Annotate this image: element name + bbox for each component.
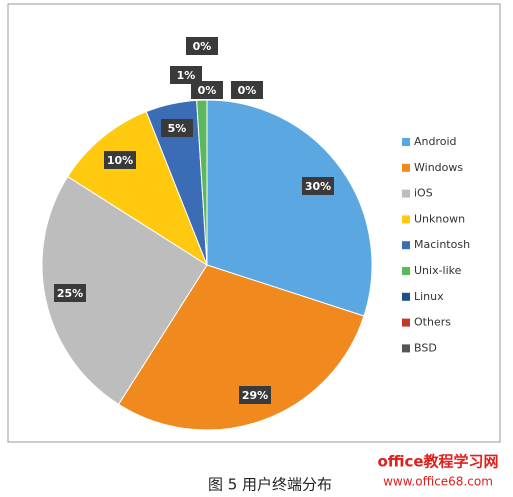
legend-swatch (402, 138, 410, 146)
label-box (54, 284, 86, 302)
data-label: 30% (305, 180, 331, 193)
legend-label: BSD (414, 341, 437, 354)
legend-label: Others (414, 316, 451, 329)
label-box (231, 81, 263, 99)
data-label: 0% (238, 84, 257, 97)
label-box (170, 66, 202, 84)
legend-label: Unix-like (414, 264, 462, 277)
legend-label: Windows (414, 161, 463, 174)
legend-label: Android (414, 135, 457, 148)
legend-swatch (402, 163, 410, 172)
legend-swatch (402, 292, 410, 301)
watermark-url: www.office68.com (383, 475, 493, 489)
label-box (186, 37, 218, 55)
legend-swatch (402, 344, 410, 353)
label-box (191, 81, 223, 99)
legend-label: Linux (414, 290, 444, 303)
label-box (104, 151, 136, 169)
legend-swatch (402, 318, 410, 327)
pie-slice (66, 110, 209, 267)
data-label: 5% (168, 122, 187, 135)
legend-label: iOS (414, 187, 433, 200)
data-label: 1% (177, 69, 196, 82)
chart-frame (7, 3, 501, 443)
data-label: 10% (107, 154, 133, 167)
pie-slice (117, 264, 365, 431)
legend-swatch (402, 241, 410, 250)
watermark-title: office教程学习网 (377, 453, 498, 471)
label-box (302, 177, 334, 195)
label-box (161, 119, 193, 137)
legend-swatch (402, 267, 410, 275)
data-label: 25% (57, 287, 83, 300)
caption: 图 5 用户终端分布 (208, 476, 332, 494)
label-box (239, 386, 271, 404)
pie-slice (206, 99, 373, 317)
legend-swatch (402, 189, 410, 198)
legend-label: Macintosh (414, 238, 470, 251)
data-label: 0% (198, 84, 217, 97)
data-label: 0% (193, 40, 212, 53)
pie-slice (41, 175, 208, 406)
data-label: 29% (242, 389, 268, 402)
legend-swatch (402, 215, 410, 224)
legend-label: Unknown (414, 212, 465, 225)
